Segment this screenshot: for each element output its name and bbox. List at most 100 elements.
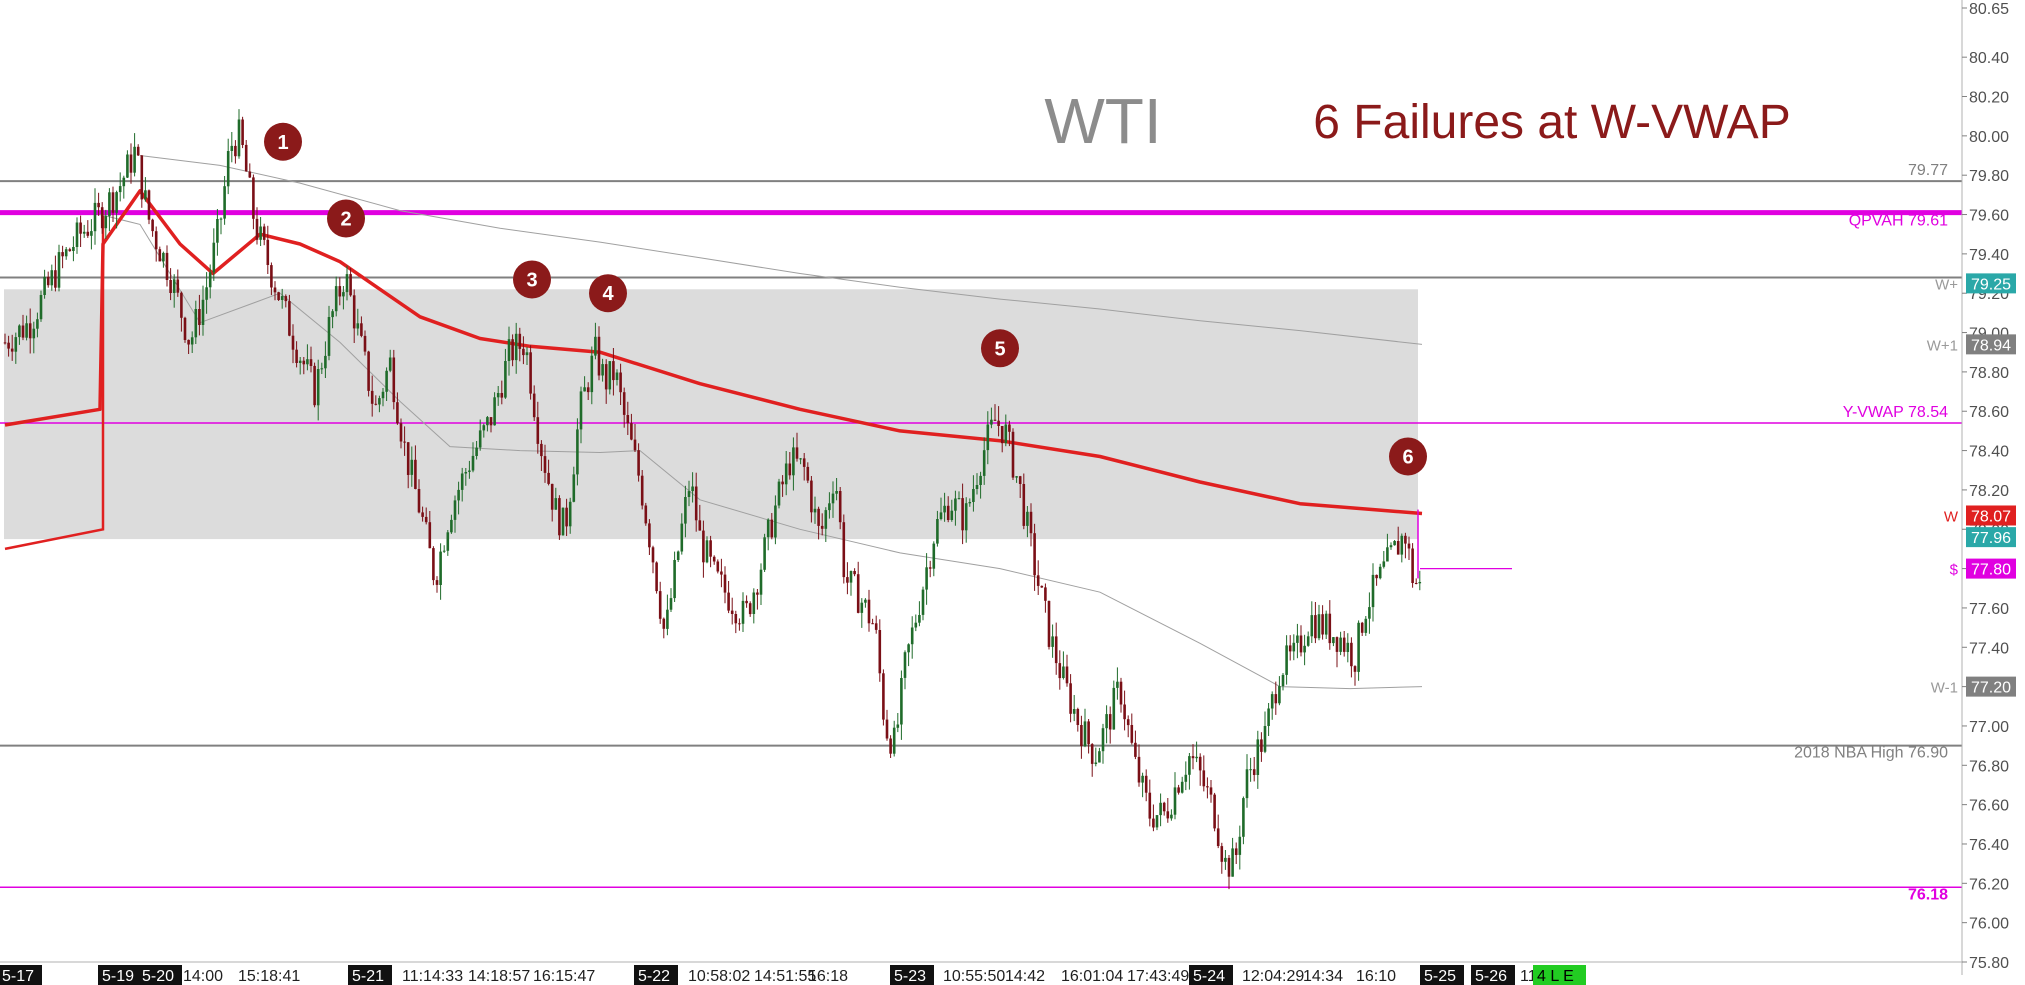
candle-body bbox=[97, 202, 100, 208]
candle-body bbox=[507, 339, 511, 361]
candle-body bbox=[439, 551, 442, 585]
candle-body bbox=[1195, 756, 1198, 759]
candle-body bbox=[1252, 769, 1256, 775]
failure-marker-5 bbox=[981, 329, 1019, 368]
candle-body bbox=[1141, 775, 1144, 783]
candle-body bbox=[820, 525, 824, 529]
candle-body bbox=[1278, 686, 1281, 704]
candle-body bbox=[1170, 814, 1173, 819]
time-date-label: 5-17 bbox=[2, 968, 34, 985]
candle-body bbox=[961, 498, 964, 531]
candle-body bbox=[1080, 725, 1083, 746]
candle-body bbox=[972, 489, 975, 502]
price-levels-layer: 79.77 QPVAH 79.61 Y-VWAP 78.54 2018 NBA Hig… bbox=[0, 162, 1962, 903]
price-tag-value: 79.25 bbox=[1971, 276, 2011, 293]
candle-body bbox=[1324, 613, 1328, 635]
price-tag-value: 77.96 bbox=[1971, 530, 2011, 547]
candle-body bbox=[640, 475, 644, 506]
candle-body bbox=[1396, 541, 1400, 555]
candle-body bbox=[1029, 511, 1033, 534]
time-date-box bbox=[348, 965, 392, 985]
candle-body bbox=[338, 286, 342, 297]
candle-body bbox=[594, 336, 597, 356]
candle-body bbox=[608, 361, 612, 390]
candle-body bbox=[208, 272, 212, 288]
price-tag-prefix: W+ bbox=[1935, 276, 1958, 293]
candle-body bbox=[421, 512, 424, 517]
candle-body bbox=[129, 154, 133, 173]
candle-body bbox=[1288, 645, 1292, 652]
price-tag-bg bbox=[1966, 527, 2016, 548]
candle-body bbox=[108, 192, 111, 217]
candle-body bbox=[1242, 798, 1245, 837]
candle-body bbox=[864, 599, 867, 603]
candle-body bbox=[50, 270, 54, 286]
candle-body bbox=[295, 349, 298, 363]
price-tick-label: 78.20 bbox=[1969, 483, 2009, 500]
candle-body bbox=[86, 231, 90, 236]
candle-body bbox=[115, 192, 118, 213]
candle-body bbox=[1015, 476, 1018, 478]
candle-body bbox=[446, 532, 450, 551]
candle-body bbox=[936, 519, 939, 544]
candle-body bbox=[626, 415, 630, 424]
candle-body bbox=[320, 368, 324, 370]
candle-body bbox=[558, 498, 561, 536]
price-tag-bg bbox=[1966, 505, 2016, 526]
candle-body bbox=[403, 441, 406, 443]
candle-body bbox=[36, 319, 39, 329]
candle-body bbox=[43, 276, 46, 295]
candle-body bbox=[741, 600, 745, 624]
candle-body bbox=[82, 231, 86, 234]
candle-body bbox=[90, 231, 93, 236]
candle-body bbox=[144, 190, 147, 200]
candle-body bbox=[702, 530, 705, 563]
time-date-label: 5-22 bbox=[638, 968, 670, 985]
time-date-box bbox=[0, 965, 42, 985]
candle-body bbox=[903, 652, 907, 678]
time-date-label: 5-21 bbox=[352, 968, 384, 985]
candle-body bbox=[1054, 636, 1058, 664]
candle-body bbox=[874, 623, 878, 630]
candle-body bbox=[1044, 587, 1047, 601]
time-date-label: 5-20 bbox=[142, 968, 174, 985]
candle-body bbox=[518, 333, 522, 349]
candle-body bbox=[950, 510, 954, 520]
candle-body bbox=[1245, 769, 1249, 799]
candle-body bbox=[93, 202, 97, 232]
candle-body bbox=[561, 507, 565, 536]
candle-body bbox=[1202, 770, 1206, 787]
candle-body bbox=[928, 567, 932, 569]
candle-body bbox=[1177, 787, 1180, 793]
candle-body bbox=[198, 309, 201, 325]
candle-body bbox=[1256, 739, 1260, 775]
candle-body bbox=[1321, 614, 1324, 635]
candle-body bbox=[522, 348, 525, 356]
candle-body bbox=[147, 190, 151, 220]
candle-body bbox=[676, 551, 680, 560]
candle-body bbox=[370, 390, 374, 404]
price-tag-prefix: WL bbox=[1936, 530, 1959, 547]
candle-body bbox=[543, 456, 547, 473]
candle-body bbox=[885, 719, 889, 739]
candle-body bbox=[399, 423, 403, 442]
candle-body bbox=[666, 609, 669, 629]
candle-body bbox=[212, 242, 216, 273]
candle-body bbox=[586, 387, 590, 393]
candle-body bbox=[799, 458, 802, 460]
price-tick-label: 76.20 bbox=[1969, 876, 2009, 893]
vwap-lines-layer bbox=[4, 155, 1423, 690]
candle-body bbox=[3, 342, 7, 344]
price-tick-label: 75.80 bbox=[1969, 955, 2009, 972]
time-label: 14:00 bbox=[183, 968, 223, 985]
candle-body bbox=[871, 623, 874, 625]
candle-body bbox=[835, 491, 838, 494]
price-tick-label: 77.40 bbox=[1969, 640, 2009, 657]
candle-body bbox=[763, 537, 766, 570]
candle-body bbox=[583, 387, 586, 392]
candle-body bbox=[1008, 424, 1011, 432]
candle-body bbox=[309, 359, 313, 366]
candle-body bbox=[565, 507, 568, 527]
candle-body bbox=[727, 592, 730, 611]
candle-body bbox=[1220, 846, 1224, 862]
